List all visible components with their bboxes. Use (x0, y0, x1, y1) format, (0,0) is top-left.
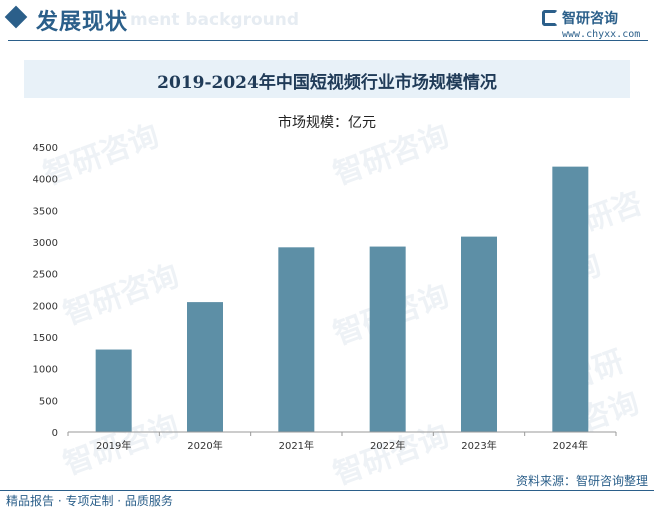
bar (369, 246, 406, 432)
x-tick-label: 2024年 (553, 439, 588, 452)
x-tick-label: 2023年 (461, 439, 496, 452)
y-tick-label: 0 (52, 428, 58, 439)
x-tick-label: 2019年 (96, 439, 131, 452)
x-tick-label: 2021年 (279, 439, 314, 452)
logo-url: www.chyxx.com (562, 29, 641, 40)
logo-name: 智研咨询 (562, 11, 618, 27)
y-axis-unit-label: 市场规模：亿元 (278, 115, 376, 131)
bar (187, 302, 223, 432)
bar (95, 349, 132, 432)
bar (278, 247, 315, 432)
y-tick-label: 3000 (33, 238, 58, 249)
y-tick-label: 2500 (33, 270, 58, 281)
page-footer: 资料来源：智研咨询整理 精品报告 · 专项定制 · 品质服务 (0, 468, 654, 508)
logo-icon (542, 10, 558, 26)
bar (461, 236, 497, 432)
bar (552, 166, 589, 432)
page-header: 发展现状 ment background (0, 0, 654, 46)
y-tick-label: 4000 (33, 175, 58, 186)
section-title: 发展现状 (36, 10, 129, 35)
x-axis: 2019年 2020年 2021年 2022年 2023年 2024年 (67, 432, 617, 452)
y-tick-label: 3500 (33, 206, 58, 217)
x-tick-label: 2020年 (187, 439, 222, 452)
source-note: 资料来源：智研咨询整理 (515, 474, 648, 488)
footer-divider (0, 490, 654, 491)
y-tick-label: 2000 (33, 301, 58, 312)
x-tick-label: 2022年 (370, 439, 405, 452)
footer-slogan: 精品报告 · 专项定制 · 品质服务 (6, 494, 173, 508)
header-divider (8, 40, 648, 41)
brand-logo: 智研咨询 www.chyxx.com (542, 8, 642, 42)
bar-series (95, 166, 589, 432)
y-tick-label: 4500 (33, 143, 58, 154)
chart-title: 2019-2024年中国短视频行业市场规模情况 (157, 73, 497, 93)
y-tick-label: 500 (39, 396, 58, 407)
y-tick-label: 1500 (33, 333, 58, 344)
y-axis: 0 500 1000 1500 2000 2500 3000 3500 4000 4500 (33, 143, 58, 439)
header-watermark: ment background (130, 10, 300, 30)
chart-title-band: 2019-2024年中国短视频行业市场规模情况 (24, 60, 630, 98)
y-tick-label: 1000 (33, 365, 58, 376)
